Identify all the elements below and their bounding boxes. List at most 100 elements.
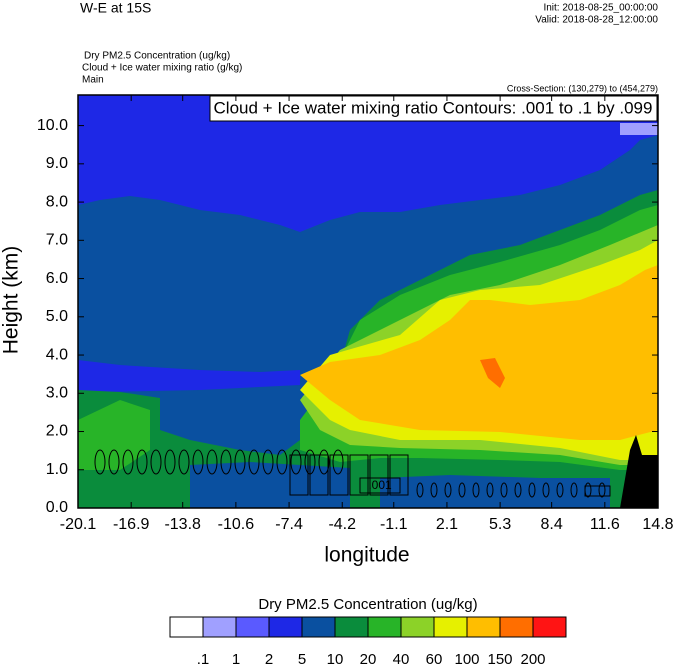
filled-region — [620, 123, 658, 135]
plot-frame — [77, 94, 659, 509]
cloud-contour — [389, 454, 409, 496]
colorbar-title: Dry PM2.5 Concentration (ug/kg) — [258, 596, 477, 613]
y-tick-label: 8.0 — [46, 193, 68, 210]
colorbar-box — [367, 616, 402, 638]
x-tick-label: 14.8 — [642, 516, 673, 533]
cloud-contour — [206, 449, 218, 475]
colorbar-box — [466, 616, 501, 638]
cloud-contour — [290, 449, 302, 475]
cloud-contour — [472, 482, 480, 498]
y-tick-label: 1.0 — [46, 461, 68, 478]
colorbar-label: 2 — [265, 651, 273, 667]
colorbar-box — [268, 616, 303, 638]
x-tick-label: -20.1 — [60, 516, 97, 533]
x-axis-label: longitude — [324, 544, 409, 567]
filled-region — [480, 358, 505, 388]
colorbar-box — [235, 616, 270, 638]
colorbar-label: 150 — [487, 651, 512, 667]
x-tick-label: 2.1 — [436, 516, 458, 533]
filled-region — [78, 400, 150, 470]
cloud-contour — [309, 454, 329, 496]
colorbar-label: .1 — [197, 651, 210, 667]
colorbar-box — [202, 616, 237, 638]
y-tick-label: 9.0 — [46, 155, 68, 172]
cloud-contour — [220, 449, 232, 475]
subtitle: Cloud + Ice water mixing ratio (g/kg) — [82, 63, 242, 74]
y-tick-label: 4.0 — [46, 346, 68, 363]
y-tick-label: 10.0 — [37, 117, 68, 134]
x-tick-label: -1.1 — [380, 516, 408, 533]
colorbar-box — [334, 616, 369, 638]
cloud-contour — [94, 449, 106, 475]
colorbar-box — [499, 616, 534, 638]
cloud-contour — [542, 482, 550, 498]
colorbar-label: 10 — [327, 651, 344, 667]
filled-region — [190, 462, 350, 508]
x-tick-label: 5.3 — [489, 516, 511, 533]
x-tick-label: -4.2 — [328, 516, 356, 533]
filled-region — [78, 360, 300, 392]
colorbar-box — [301, 616, 336, 638]
colorbar-box — [532, 616, 567, 638]
subtitle: Dry PM2.5 Concentration (ug/kg) — [84, 51, 230, 62]
terrain — [620, 435, 658, 508]
filled-region — [380, 475, 610, 508]
cloud-contour — [178, 449, 190, 475]
x-tick-label: 8.4 — [541, 516, 563, 533]
cloud-contour — [430, 482, 438, 498]
subtitle: Main — [82, 75, 104, 86]
valid-time: Valid: 2018-08-28_12:00:00 — [535, 15, 658, 26]
cloud-contour — [528, 482, 536, 498]
cloud-contour — [500, 482, 508, 498]
colorbar-box — [433, 616, 468, 638]
cloud-contour — [276, 449, 288, 475]
x-tick-label: 11.6 — [590, 516, 620, 533]
cloud-contour — [458, 482, 466, 498]
x-tick-label: -10.6 — [218, 516, 255, 533]
cloud-contour — [108, 449, 120, 475]
contours — [94, 449, 611, 498]
cloud-contour — [556, 482, 564, 498]
y-tick-label: 6.0 — [46, 270, 68, 287]
colorbar-label: 200 — [520, 651, 545, 667]
x-tick-label: -13.8 — [164, 516, 201, 533]
init-time: Init: 2018-08-25_00:00:00 — [543, 3, 658, 14]
cross-section: Cross-Section: (130,279) to (454,279) — [507, 83, 658, 93]
contour-note: Cloud + Ice water mixing ratio Contours:… — [214, 98, 653, 117]
colorbar-label: 60 — [426, 651, 443, 667]
colorbar-label: 100 — [454, 651, 479, 667]
cloud-contour — [514, 482, 522, 498]
cloud-contour — [192, 449, 204, 475]
contour-note-box — [209, 95, 658, 122]
y-tick-label: 2.0 — [46, 423, 68, 440]
chart-title: W-E at 15S — [80, 0, 151, 16]
y-tick-label: 7.0 — [46, 232, 68, 249]
cloud-contour — [136, 449, 148, 475]
filled-region — [300, 265, 658, 440]
y-tick-label: 5.0 — [46, 308, 68, 325]
cloud-contour — [262, 449, 274, 475]
cloud-contour — [570, 482, 578, 498]
cloud-contour — [416, 482, 424, 498]
cloud-contour — [234, 449, 246, 475]
contour-label-box — [359, 477, 401, 494]
cloud-contour — [369, 454, 389, 496]
cloud-contour — [318, 449, 330, 475]
y-axis-label: Height (km) — [0, 246, 23, 355]
cloud-contour — [329, 454, 349, 496]
x-tick-label: -7.4 — [275, 516, 303, 533]
colorbar-label: 1 — [232, 651, 240, 667]
colorbar-box — [169, 616, 204, 638]
y-tick-label: 3.0 — [46, 384, 68, 401]
contour-label: .001 — [368, 478, 392, 492]
colorbar-label: 5 — [298, 651, 306, 667]
colorbar-box — [400, 616, 435, 638]
field — [78, 95, 658, 508]
cloud-contour — [598, 482, 606, 498]
colorbar-label: 20 — [360, 651, 377, 667]
cloud-contour — [150, 449, 162, 475]
cloud-contour — [164, 449, 176, 475]
cloud-contour — [584, 485, 611, 497]
cloud-contour — [122, 449, 134, 475]
